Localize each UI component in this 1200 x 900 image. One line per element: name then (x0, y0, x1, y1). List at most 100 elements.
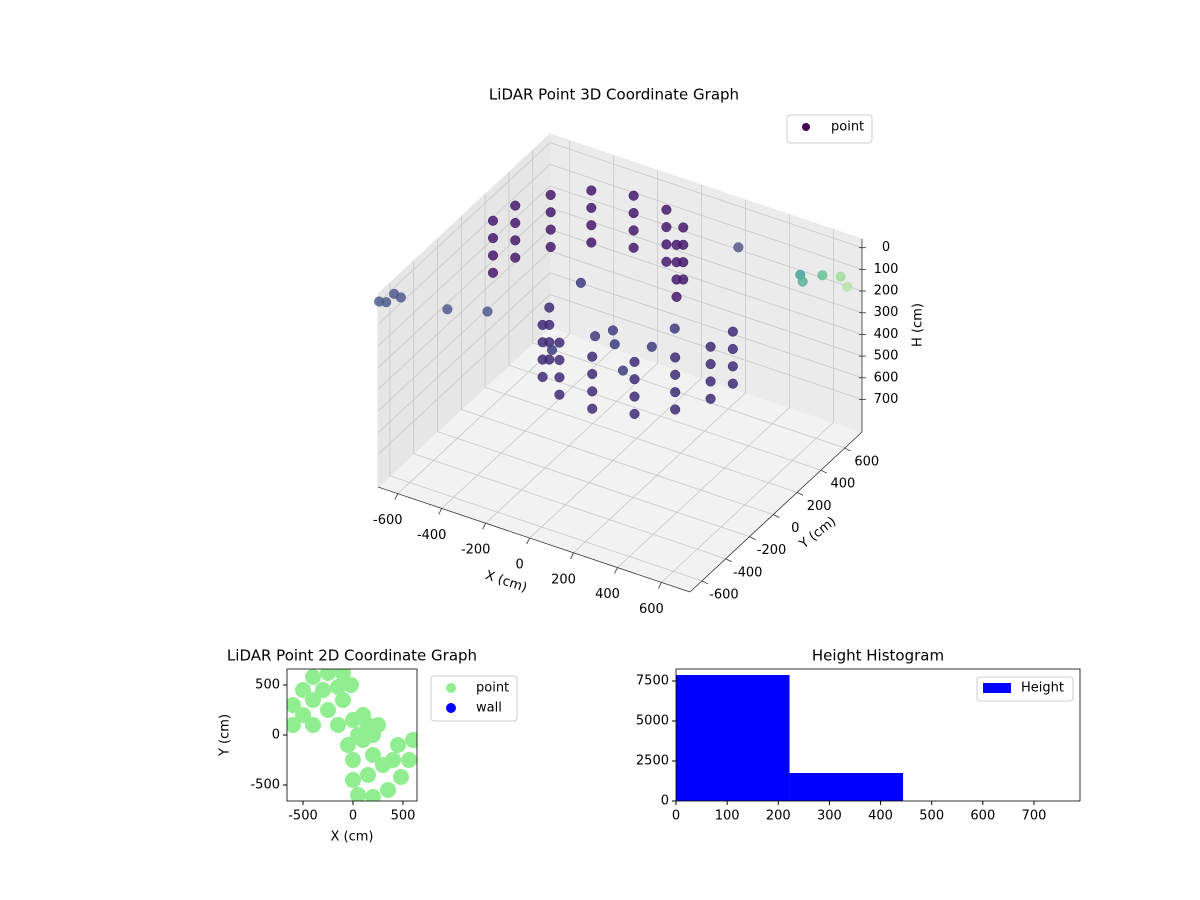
y-tick-label: 0 (272, 728, 280, 743)
point (401, 752, 417, 768)
x-tick-label: 0 (672, 809, 680, 824)
point (365, 789, 381, 801)
point (537, 371, 548, 382)
point (554, 337, 565, 348)
grid-line (377, 250, 551, 412)
grid-line (549, 229, 863, 335)
y-tick (749, 536, 756, 540)
point (733, 242, 744, 253)
y-tick (773, 514, 780, 518)
point (705, 359, 716, 370)
point (705, 376, 716, 387)
point (554, 372, 565, 383)
point (287, 697, 301, 713)
axes-frame (675, 668, 1081, 802)
point (482, 306, 493, 317)
grid-line (377, 185, 551, 347)
point (586, 220, 597, 231)
point (617, 365, 629, 376)
grid-line (661, 422, 834, 583)
grid-line (549, 250, 863, 357)
x-tick-label: 400 (595, 587, 620, 602)
point (544, 302, 555, 313)
x-tick-label: 500 (391, 809, 416, 824)
legend-marker (802, 123, 810, 131)
y-tick (820, 469, 828, 474)
point (671, 239, 682, 250)
point (340, 737, 356, 753)
point (393, 769, 409, 785)
grid-line (485, 386, 798, 493)
point (628, 242, 639, 253)
point (405, 732, 417, 748)
grid-line (573, 392, 746, 554)
y-tick (796, 491, 804, 496)
bar (676, 675, 790, 801)
point (609, 339, 620, 350)
z-tick-label: 200 (874, 284, 899, 299)
legend-marker (983, 683, 1011, 693)
point (335, 669, 351, 681)
y-tick-label: -200 (757, 543, 787, 558)
point (586, 202, 597, 213)
point (590, 331, 601, 342)
grid-line (413, 453, 726, 560)
point (661, 239, 672, 250)
point (295, 707, 311, 723)
point (670, 404, 681, 415)
x-tick-label: 100 (715, 809, 740, 824)
y-tick (725, 558, 732, 563)
x-tick-label: -200 (461, 543, 491, 558)
y-tick-label: 200 (807, 499, 832, 514)
point (510, 235, 521, 246)
point (390, 737, 406, 753)
grid-line (549, 185, 863, 292)
point (487, 233, 499, 244)
z-tick-label: 700 (874, 392, 899, 407)
x-tick-label: 600 (970, 809, 995, 824)
point (705, 341, 716, 352)
legend-label: point (476, 681, 509, 696)
point (797, 276, 808, 287)
z-tick-label: 100 (874, 262, 899, 277)
point (842, 281, 853, 292)
point (510, 252, 521, 263)
point (554, 389, 565, 400)
point (678, 222, 689, 233)
z-tick-label: 400 (874, 327, 899, 342)
z-tick-label: 600 (874, 370, 899, 385)
point (628, 225, 639, 236)
point (442, 304, 453, 315)
grid-line (549, 142, 863, 249)
point (305, 692, 321, 708)
point (661, 204, 672, 215)
point (607, 325, 618, 336)
point (629, 391, 640, 402)
x-tick-label: 500 (919, 809, 944, 824)
legend-label: Height (1021, 681, 1064, 696)
y-tick-label: 0 (791, 521, 799, 536)
point (360, 767, 376, 783)
point (305, 717, 321, 733)
point (628, 207, 639, 219)
point (343, 677, 359, 693)
point (554, 354, 565, 366)
point (586, 185, 597, 196)
y-tick-label: -600 (709, 587, 739, 602)
point (587, 368, 598, 380)
point (546, 344, 558, 356)
point (705, 393, 716, 404)
x-tick-label: -600 (373, 513, 403, 528)
bar (789, 773, 904, 801)
point (575, 277, 586, 288)
point (365, 747, 381, 763)
point (727, 326, 738, 337)
point (669, 323, 680, 334)
x-tick-label: 0 (515, 558, 523, 573)
point (330, 679, 346, 695)
point (727, 361, 738, 372)
point (646, 341, 657, 352)
point (587, 351, 598, 362)
y-tick-label: 7500 (636, 674, 669, 689)
